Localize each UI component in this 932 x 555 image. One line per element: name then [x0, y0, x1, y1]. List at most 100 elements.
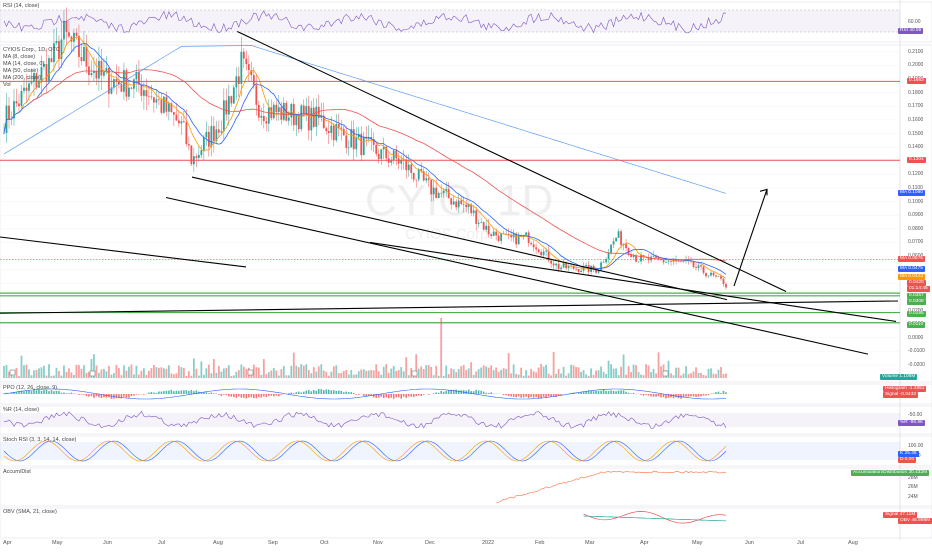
candle-body — [158, 99, 160, 100]
candle-body — [210, 126, 212, 147]
volume-bar — [548, 374, 550, 378]
candle-body — [395, 150, 397, 158]
volume-bar — [348, 375, 350, 378]
volume-bar — [163, 368, 165, 378]
volume-bar — [205, 368, 207, 378]
volume-bar — [295, 366, 297, 378]
ppo-histogram-bar — [480, 391, 482, 394]
volume-bar — [258, 368, 260, 378]
ppo-histogram-bar — [88, 394, 90, 397]
candle-body — [495, 232, 497, 236]
ppo-histogram-bar — [338, 391, 340, 394]
ppo-histogram-bar — [173, 391, 175, 394]
volume-bar — [490, 365, 492, 378]
watermark-name: CYIOS Corp. — [405, 226, 493, 243]
volume-bar — [33, 370, 35, 378]
candle-body — [500, 233, 502, 240]
volume-bar — [640, 375, 642, 378]
ppo-histogram-bar — [355, 394, 357, 395]
candle-body — [533, 244, 535, 247]
volume-bar — [710, 368, 712, 378]
volume-bar — [658, 352, 660, 378]
ppo-histogram-bar — [455, 389, 457, 394]
ppo-histogram-bar — [398, 394, 400, 397]
volume-bar — [670, 373, 672, 378]
ppo-histogram-bar — [643, 394, 645, 396]
ppo-histogram-bar — [345, 392, 347, 394]
volume-bar — [613, 369, 615, 378]
candle-body — [260, 116, 262, 118]
ppo-histogram-bar — [181, 390, 183, 394]
ppo-histogram-bar — [348, 392, 350, 394]
indicator-tick: 26M — [908, 484, 918, 490]
volume-bar — [508, 353, 510, 378]
volume-bar — [405, 357, 407, 378]
candle-body — [723, 279, 725, 284]
candle-body — [703, 267, 705, 273]
candle-body — [103, 72, 105, 76]
volume-bar — [210, 373, 212, 378]
volume-bar — [480, 368, 482, 378]
x-axis-label: Jul — [158, 540, 165, 546]
pane-obv — [0, 508, 932, 538]
volume-bar — [136, 366, 138, 378]
volume-bar — [475, 371, 477, 378]
volume-bar — [213, 359, 215, 378]
ppo-histogram-bar — [485, 393, 487, 394]
ppo-histogram-bar — [483, 392, 485, 394]
volume-bar — [448, 374, 450, 378]
volume-bar — [553, 352, 555, 378]
volume-bar — [655, 374, 657, 378]
ppo-histogram-bar — [168, 391, 170, 394]
ppo-histogram-bar — [138, 394, 140, 395]
candle-body — [173, 112, 175, 115]
x-axis-label: Jun — [103, 540, 112, 546]
candle-body — [288, 117, 290, 120]
ppo-histogram-bar — [238, 394, 240, 397]
volume-bar — [88, 372, 90, 378]
ppo-histogram-bar — [353, 393, 355, 394]
x-axis-label: Jun — [745, 540, 754, 546]
candle-body — [580, 271, 582, 272]
candle-body — [46, 64, 48, 82]
volume-bar — [368, 371, 370, 378]
volume-bar — [645, 364, 647, 378]
volume-bar — [138, 375, 140, 378]
volume-bar — [96, 365, 98, 378]
ppo-histogram-bar — [161, 392, 163, 394]
ppo-histogram-bar — [520, 394, 522, 398]
ppo-histogram-bar — [340, 391, 342, 394]
ppo-histogram-bar — [598, 391, 600, 394]
candle-body — [165, 97, 167, 112]
ppo-histogram-bar — [458, 390, 460, 394]
candle-body — [148, 96, 150, 97]
indicator-badge: D 0.00 — [898, 457, 916, 463]
main-legend-item: MA (14, close, 0) — [3, 61, 44, 68]
candle-body — [81, 57, 83, 61]
volume-bar — [133, 374, 135, 378]
ppo-histogram-bar — [58, 391, 60, 394]
volume-bar — [383, 367, 385, 378]
ppo-histogram-bar — [580, 392, 582, 394]
price-tick-label: 0.0900 — [908, 212, 923, 218]
ppo-histogram-bar — [261, 394, 263, 398]
ppo-histogram-bar — [206, 392, 208, 394]
ppo-histogram-bar — [503, 394, 505, 395]
ppo-histogram-bar — [166, 391, 168, 394]
ppo-histogram-bar — [176, 391, 178, 394]
indicator-legend: Accum/Dist — [3, 469, 31, 476]
volume-bar — [220, 372, 222, 378]
volume-bar — [103, 369, 105, 378]
ppo-histogram-bar — [213, 393, 215, 394]
volume-bar — [473, 375, 475, 378]
candle-body — [705, 273, 707, 276]
candle-body — [608, 253, 610, 259]
candle-body — [143, 90, 145, 96]
ppo-histogram-bar — [208, 393, 210, 394]
volume-bar — [390, 369, 392, 378]
x-axis-label: May — [52, 540, 62, 546]
ppo-histogram-bar — [713, 393, 715, 394]
ppo-histogram-bar — [725, 392, 727, 394]
volume-bar — [293, 353, 295, 378]
